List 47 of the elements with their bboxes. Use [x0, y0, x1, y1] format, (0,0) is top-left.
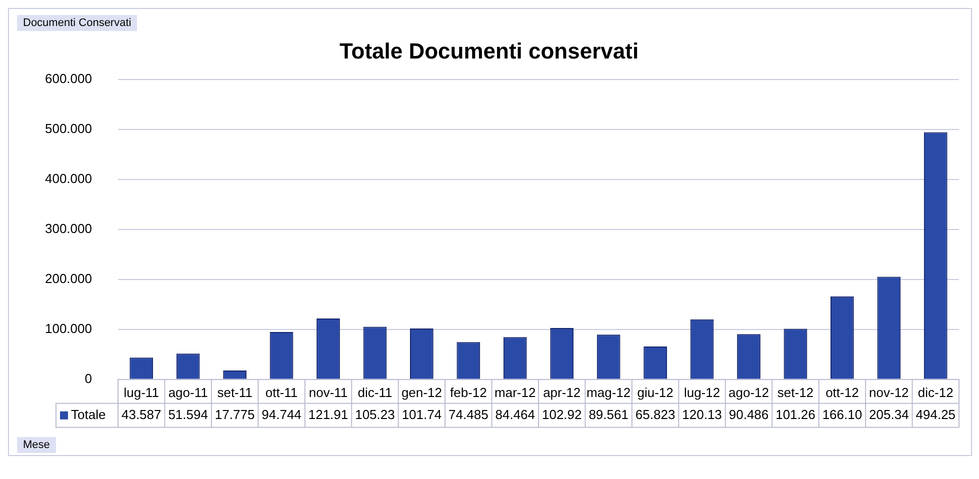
y-tick-label: 300.000: [44, 220, 92, 236]
x-tick-label: nov-12: [869, 384, 909, 400]
data-label: 90.486: [728, 406, 769, 422]
x-tick-label: apr-12: [543, 384, 581, 400]
x-tick-label: nov-11: [308, 384, 348, 400]
data-label: 102.92: [542, 406, 582, 422]
x-tick-label: set-11: [217, 384, 252, 400]
x-tick-label: mag-12: [586, 384, 631, 400]
data-label: 120.13: [682, 406, 722, 422]
data-label: 105.23: [355, 406, 395, 422]
data-label: 101.74: [402, 406, 442, 422]
data-label: 101.26: [776, 406, 816, 422]
data-label: 84.464: [495, 406, 536, 422]
legend-label: Totale: [70, 406, 106, 422]
x-tick-label: feb-12: [450, 384, 487, 400]
data-label: 74.485: [448, 406, 488, 422]
text: Mese: [17, 437, 56, 453]
x-tick-label: ott-12: [826, 384, 859, 400]
x-tick-label: ott-11: [265, 384, 298, 400]
x-tick-label: gen-12: [401, 384, 442, 400]
text: Documenti Conservati: [17, 15, 138, 31]
x-tick-label: dic-11: [358, 384, 392, 400]
data-label: 65.823: [635, 406, 676, 422]
data-label: 89.561: [588, 406, 628, 422]
x-tick-label: lug-12: [684, 384, 720, 400]
chart-title: Totale Documenti conservati: [339, 38, 639, 64]
x-tick-label: dic-12: [918, 384, 954, 400]
data-label: 205.34: [869, 406, 909, 422]
data-label: 494.25: [916, 406, 956, 422]
data-label: 166.10: [822, 406, 862, 422]
data-label: 121.91: [308, 406, 348, 422]
y-tick-label: 600.000: [44, 70, 92, 86]
y-tick-label: 500.000: [44, 120, 92, 136]
y-tick-label: 400.000: [44, 170, 92, 186]
x-tick-label: ago-11: [168, 384, 208, 400]
data-label: 17.775: [214, 406, 255, 422]
data-label: 94.744: [262, 406, 302, 422]
y-tick-label: 0: [84, 370, 92, 386]
x-tick-label: ago-12: [728, 384, 769, 400]
x-tick-label: lug-11: [124, 384, 159, 400]
data-label: 43.587: [121, 406, 162, 422]
x-tick-label: giu-12: [637, 384, 674, 400]
y-tick-label: 200.000: [44, 270, 92, 286]
y-tick-label: 100.000: [44, 320, 92, 336]
data-label: 51.594: [168, 406, 208, 422]
x-tick-label: mar-12: [494, 384, 536, 400]
x-tick-label: set-12: [777, 384, 814, 400]
